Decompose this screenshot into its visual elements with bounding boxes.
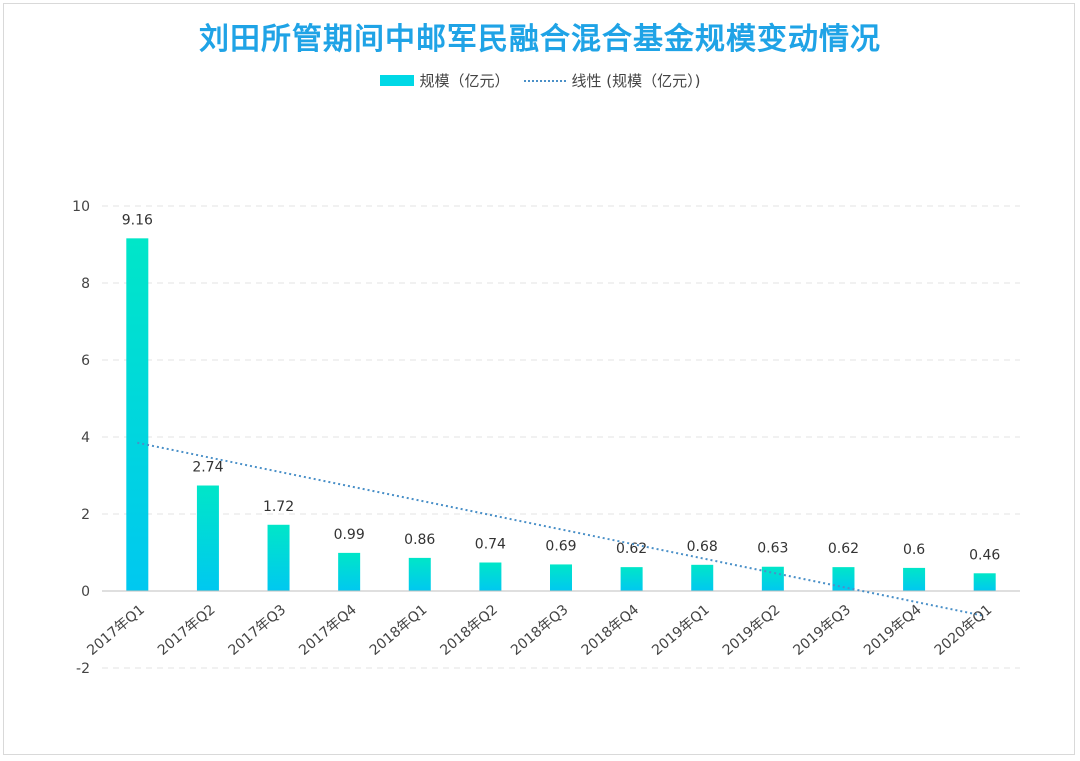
x-category-label: 2017年Q2 — [155, 602, 219, 659]
data-label: 0.74 — [475, 537, 506, 553]
data-label: 0.62 — [828, 541, 859, 557]
bar — [408, 557, 431, 591]
data-label: 0.46 — [969, 547, 1000, 563]
data-label: 0.68 — [687, 539, 718, 555]
x-category-label: 2017年Q3 — [226, 602, 290, 659]
y-tick-label: 10 — [72, 199, 90, 215]
y-tick-label: 6 — [81, 353, 90, 369]
legend-trend-swatch — [523, 79, 566, 82]
data-label: 0.69 — [545, 538, 576, 554]
bar — [832, 567, 855, 591]
bar — [338, 552, 361, 591]
bar — [196, 485, 219, 591]
data-label: 2.74 — [192, 460, 223, 476]
y-tick-label: 2 — [81, 507, 90, 523]
bar — [620, 567, 643, 591]
y-tick-label: 4 — [81, 430, 90, 446]
x-category-label: 2018年Q2 — [437, 602, 501, 659]
x-category-label: 2019年Q3 — [790, 602, 854, 659]
bar — [479, 562, 502, 591]
chart-title: 刘田所管期间中邮军民融合混合基金规模变动情况 — [199, 22, 881, 57]
data-label: 9.16 — [122, 212, 153, 228]
chart-legend: 规模（亿元） 线性 (规模（亿元）) — [0, 70, 1080, 91]
bar — [550, 564, 572, 591]
x-category-label: 2017年Q1 — [84, 602, 148, 659]
chart-frame — [3, 3, 1075, 755]
legend-item-trend: 线性 (规模（亿元）) — [523, 70, 701, 91]
x-category-label: 2018年Q3 — [508, 602, 572, 659]
x-category-label: 2019年Q4 — [861, 602, 925, 659]
y-tick-label: -2 — [76, 661, 90, 677]
legend-bar-label: 规模（亿元） — [419, 72, 510, 90]
x-category-label: 2019年Q1 — [649, 602, 713, 659]
data-label: 0.86 — [404, 532, 435, 548]
data-label: 0.6 — [903, 542, 925, 558]
x-category-label: 2018年Q4 — [579, 602, 643, 659]
x-category-label: 2019年Q2 — [720, 602, 784, 659]
bar — [903, 567, 926, 591]
data-label: 0.63 — [757, 541, 788, 557]
bar — [761, 566, 784, 591]
bar — [973, 573, 996, 591]
x-category-label: 2018年Q1 — [367, 602, 431, 659]
x-category-label: 2017年Q4 — [296, 602, 360, 659]
legend-bar-swatch — [379, 75, 414, 86]
data-label: 0.99 — [334, 527, 365, 543]
legend-trend-label: 线性 (规模（亿元）) — [571, 72, 701, 90]
data-label: 0.62 — [616, 541, 647, 557]
data-label: 1.72 — [263, 499, 294, 515]
bar — [691, 564, 714, 591]
x-category-label: 2020年Q1 — [932, 602, 996, 659]
y-tick-label: 0 — [81, 584, 90, 600]
bar — [126, 238, 149, 591]
trendline — [137, 441, 985, 618]
y-tick-label: 8 — [81, 276, 90, 292]
bar — [267, 524, 290, 591]
legend-item-bars: 规模（亿元） — [379, 70, 510, 91]
